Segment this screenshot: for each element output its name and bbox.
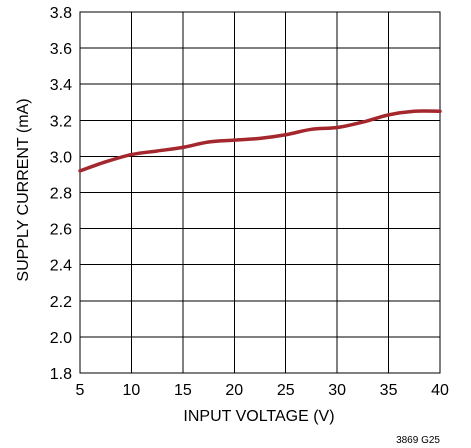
plot-frame	[79, 11, 441, 374]
plot-border	[79, 11, 441, 374]
y-tick-label: 2.4	[50, 258, 72, 275]
y-tick-label: 3.6	[50, 41, 72, 58]
y-tick-label: 1.8	[50, 366, 72, 383]
y-tick-label: 3.0	[50, 149, 72, 166]
x-tick-labels: 5 10 15 20 25 30 35 40	[76, 382, 449, 399]
x-tick-label: 40	[431, 382, 449, 399]
series-layer	[78, 109, 442, 173]
y-axis-label: SUPPLY CURRENT (mA)	[15, 98, 32, 281]
y-tick-label: 2.8	[50, 186, 72, 203]
y-tick-label: 2.2	[50, 294, 72, 311]
x-tick-label: 30	[328, 382, 346, 399]
y-tick-label: 3.2	[50, 113, 72, 130]
x-tick-label: 10	[123, 382, 141, 399]
x-tick-label: 25	[277, 382, 295, 399]
y-tick-label: 2.0	[50, 330, 72, 347]
x-tick-label: 5	[76, 382, 85, 399]
y-tick-label: 3.4	[50, 77, 72, 94]
y-tick-label: 2.6	[50, 222, 72, 239]
x-tick-label: 15	[174, 382, 192, 399]
x-tick-label: 20	[225, 382, 243, 399]
x-axis-label: INPUT VOLTAGE (V)	[183, 408, 334, 425]
grid	[80, 12, 440, 373]
figure-code-label: 3869 G25	[396, 435, 440, 446]
x-tick-label: 35	[380, 382, 398, 399]
y-tick-label: 3.8	[50, 5, 72, 22]
supply-current-line	[78, 109, 442, 173]
y-tick-labels: 1.8 2.0 2.2 2.4 2.6 2.8 3.0 3.2 3.4 3.6 3.8	[50, 5, 72, 383]
